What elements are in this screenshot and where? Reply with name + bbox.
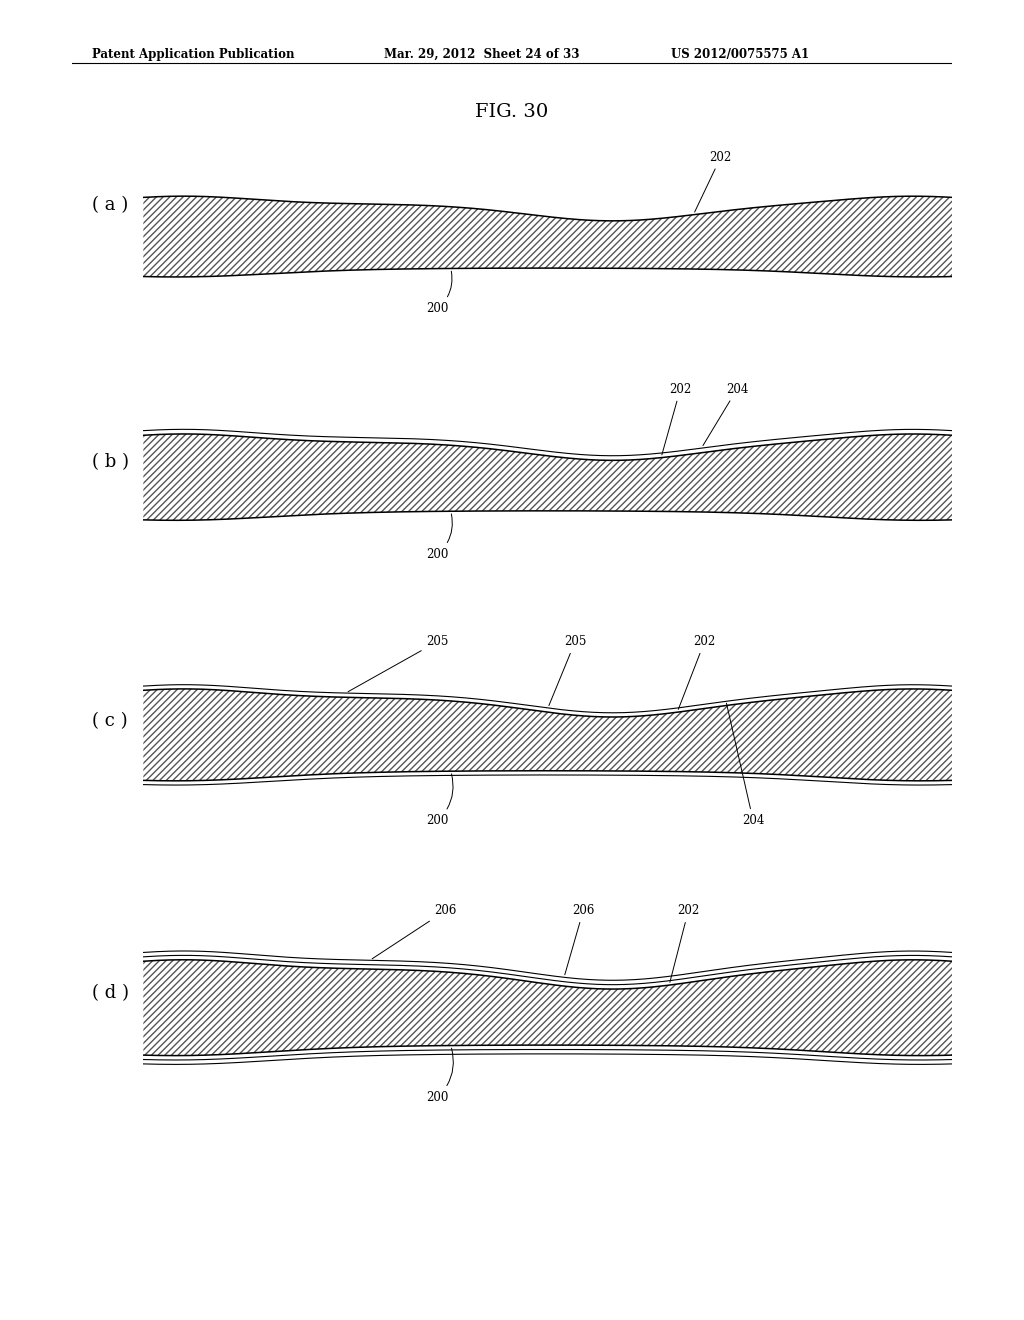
Text: ( c ): ( c ) [92,711,128,730]
Polygon shape [143,689,952,781]
Text: 206: 206 [372,904,457,958]
Polygon shape [143,434,952,520]
Text: ( d ): ( d ) [92,983,129,1002]
Text: 204: 204 [703,383,749,446]
Text: 200: 200 [427,1048,454,1104]
Text: 204: 204 [726,704,764,828]
Polygon shape [143,197,952,277]
Text: 205: 205 [549,635,587,706]
Text: FIG. 30: FIG. 30 [475,103,549,121]
Text: 206: 206 [565,904,595,974]
Text: 202: 202 [694,150,732,213]
Text: US 2012/0075575 A1: US 2012/0075575 A1 [671,48,809,61]
Text: Patent Application Publication: Patent Application Publication [92,48,295,61]
Text: 200: 200 [427,774,453,828]
Text: Mar. 29, 2012  Sheet 24 of 33: Mar. 29, 2012 Sheet 24 of 33 [384,48,580,61]
Text: 200: 200 [427,513,453,561]
Text: 200: 200 [427,271,452,315]
Text: 202: 202 [662,383,691,455]
Text: ( b ): ( b ) [92,453,129,471]
Text: 202: 202 [670,904,699,982]
Text: ( a ): ( a ) [92,195,128,214]
Polygon shape [143,960,952,1056]
Text: 205: 205 [348,635,449,692]
Text: 202: 202 [678,635,716,709]
